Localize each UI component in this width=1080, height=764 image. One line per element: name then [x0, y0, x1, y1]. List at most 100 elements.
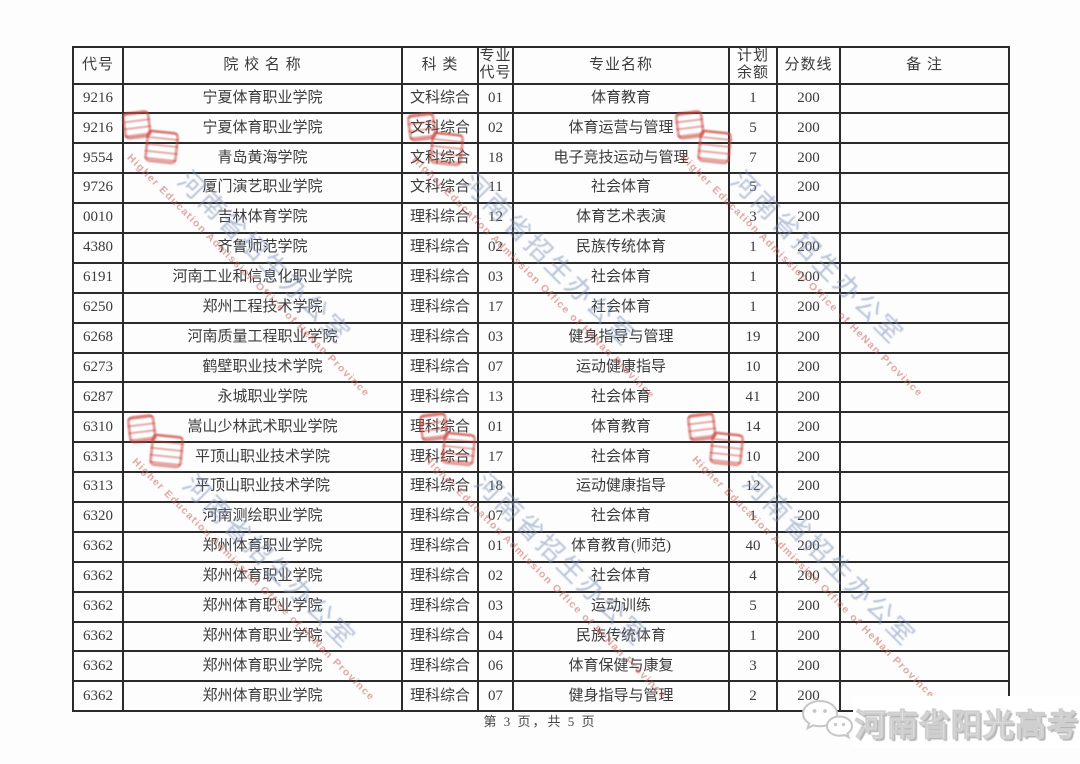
cell-major: 运动训练	[512, 590, 730, 623]
cell-note	[839, 82, 1010, 115]
table-row: 0010 吉林体育学院 理科综合 12 体育艺术表演 3 200	[72, 202, 1010, 234]
col-header-code: 代号	[72, 46, 124, 85]
table-row: 6313 平顶山职业技术学院 理科综合 17 社会体育 10 200	[72, 441, 1010, 474]
cell-code: 6313	[72, 471, 124, 503]
cell-score: 200	[776, 530, 841, 563]
table-row: 6250 郑州工程技术学院 理科综合 17 社会体育 1 200	[72, 291, 1010, 324]
cell-major: 社会体育	[512, 291, 730, 324]
cell-major: 运动健康指导	[512, 471, 730, 503]
cell-score: 200	[776, 381, 841, 414]
cell-code: 6250	[72, 291, 124, 324]
cell-quota: 10	[728, 351, 778, 384]
cell-category: 文科综合	[401, 112, 479, 145]
cell-code: 6320	[72, 500, 124, 533]
cell-major: 体育保健与康复	[512, 650, 730, 683]
cell-note	[839, 620, 1010, 653]
cell-quota: 1	[728, 620, 778, 653]
cell-major: 社会体育	[512, 261, 730, 294]
cell-school: 郑州体育职业学院	[122, 620, 403, 653]
cell-quota: 5	[728, 112, 778, 145]
cell-note	[839, 291, 1010, 324]
col-header-note: 备 注	[839, 46, 1010, 85]
table-row: 6287 永城职业学院 理科综合 13 社会体育 41 200	[72, 381, 1010, 414]
cell-quota: 7	[728, 142, 778, 175]
cell-major: 健身指导与管理	[512, 680, 730, 713]
cell-quota: 40	[728, 530, 778, 563]
cell-major-code: 01	[477, 411, 514, 444]
cell-code: 9726	[72, 172, 124, 205]
cell-score: 200	[776, 172, 841, 205]
cell-category: 理科综合	[401, 321, 479, 354]
cell-score: 200	[776, 112, 841, 145]
cell-major-code: 18	[477, 471, 514, 503]
cell-code: 6362	[72, 560, 124, 593]
cell-code: 6310	[72, 411, 124, 444]
cell-quota: 5	[728, 172, 778, 205]
cell-score: 200	[776, 411, 841, 444]
cell-quota: 10	[728, 441, 778, 474]
cell-note	[839, 590, 1010, 623]
cell-major: 电子竞技运动与管理	[512, 142, 730, 175]
table-row: 6191 河南工业和信息化职业学院 理科综合 03 社会体育 1 200	[72, 261, 1010, 294]
table-row: 6362 郑州体育职业学院 理科综合 01 体育教育(师范) 40 200	[72, 530, 1010, 563]
cell-school: 郑州体育职业学院	[122, 560, 403, 593]
cell-note	[839, 560, 1010, 593]
cell-quota: 3	[728, 650, 778, 683]
cell-category: 理科综合	[401, 500, 479, 533]
cell-score: 200	[776, 142, 841, 175]
cell-major-code: 06	[477, 650, 514, 683]
cell-code: 6362	[72, 650, 124, 683]
cell-category: 理科综合	[401, 351, 479, 384]
table-body: 9216 宁夏体育职业学院 文科综合 01 体育教育 1 200 9216 宁夏…	[72, 82, 1010, 713]
table-row: 6273 鹤壁职业技术学院 理科综合 07 运动健康指导 10 200	[72, 351, 1010, 384]
cell-major-code: 12	[477, 202, 514, 234]
cell-category: 理科综合	[401, 441, 479, 474]
cell-major-code: 07	[477, 500, 514, 533]
cell-school: 郑州工程技术学院	[122, 291, 403, 324]
cell-code: 0010	[72, 202, 124, 234]
cell-school: 河南质量工程职业学院	[122, 321, 403, 354]
cell-code: 6273	[72, 351, 124, 384]
cell-category: 理科综合	[401, 231, 479, 264]
cell-code: 6268	[72, 321, 124, 354]
cell-school: 平顶山职业技术学院	[122, 471, 403, 503]
cell-note	[839, 441, 1010, 474]
brand-logo: 河南省阳光高考	[853, 696, 1080, 748]
cell-major: 健身指导与管理	[512, 321, 730, 354]
cell-score: 200	[776, 620, 841, 653]
table-row: 9216 宁夏体育职业学院 文科综合 02 体育运营与管理 5 200	[72, 112, 1010, 145]
cell-major-code: 01	[477, 530, 514, 563]
cell-code: 9216	[72, 112, 124, 145]
col-header-quota: 计划 余额	[728, 46, 778, 85]
cell-school: 鹤壁职业技术学院	[122, 351, 403, 384]
cell-quota: 1	[728, 261, 778, 294]
cell-school: 青岛黄海学院	[122, 142, 403, 175]
cell-score: 200	[776, 351, 841, 384]
cell-score: 200	[776, 82, 841, 115]
cell-score: 200	[776, 231, 841, 264]
cell-quota: 4	[728, 560, 778, 593]
col-header-score: 分数线	[776, 46, 841, 85]
table-row: 6268 河南质量工程职业学院 理科综合 03 健身指导与管理 19 200	[72, 321, 1010, 354]
cell-major-code: 03	[477, 321, 514, 354]
cell-school: 郑州体育职业学院	[122, 590, 403, 623]
cell-category: 理科综合	[401, 291, 479, 324]
cell-quota: 12	[728, 471, 778, 503]
cell-major-code: 11	[477, 172, 514, 205]
cell-major-code: 03	[477, 590, 514, 623]
cell-quota: 14	[728, 411, 778, 444]
cell-quota: 2	[728, 680, 778, 713]
cell-school: 宁夏体育职业学院	[122, 82, 403, 115]
page-number: 第 3 页，共 5 页	[483, 714, 597, 729]
cell-category: 理科综合	[401, 620, 479, 653]
cell-school: 永城职业学院	[122, 381, 403, 414]
col-header-major: 专业名称	[512, 46, 730, 85]
cell-category: 理科综合	[401, 381, 479, 414]
table-row: 6362 郑州体育职业学院 理科综合 06 体育保健与康复 3 200	[72, 650, 1010, 683]
cell-note	[839, 411, 1010, 444]
cell-major: 民族传统体育	[512, 231, 730, 264]
cell-note	[839, 202, 1010, 234]
cell-score: 200	[776, 321, 841, 354]
cell-school: 郑州体育职业学院	[122, 530, 403, 563]
cell-major: 民族传统体育	[512, 620, 730, 653]
